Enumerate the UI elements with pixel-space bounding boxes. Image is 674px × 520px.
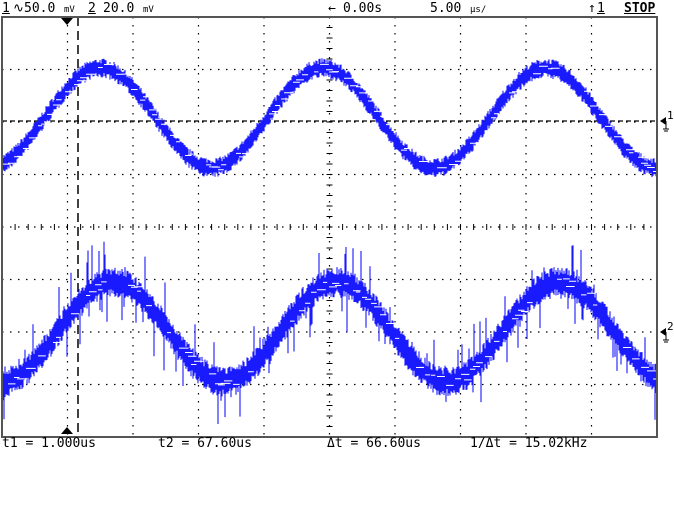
trigger-edge-icon: ↑ (588, 1, 596, 16)
ch1-ground-marker-icon (660, 117, 669, 132)
oscilloscope-screen: 1 2 (1, 16, 674, 438)
status-bar-top: 1 ∿ 50.0 mV 2 20.0 mV ← 0.00s 5.00 µs/ ↑… (0, 0, 674, 17)
ch2-label[interactable]: 2 (88, 1, 96, 16)
t1-cursor-top-marker[interactable] (61, 18, 73, 25)
ch1-ref-label: 1 (667, 109, 674, 122)
time-offset-arrow-icon: ← (328, 1, 336, 16)
ch2-ground-marker-icon (660, 328, 669, 343)
time-scale-unit: µs/ (470, 5, 487, 15)
t1-readout: t1 = 1.000us (2, 436, 96, 451)
ch1-scale[interactable]: 50.0 (24, 1, 56, 16)
time-scale[interactable]: 5.00 (430, 1, 462, 16)
delta-t-readout: Δt = 66.60us (327, 436, 421, 451)
ch1-coupling-icon: ∿ (13, 1, 24, 16)
cursor-readout-bar: t1 = 1.000us t2 = 67.60us Δt = 66.60us 1… (0, 435, 674, 452)
t1-cursor-bottom-marker[interactable] (61, 427, 73, 434)
trace-ch1 (1, 58, 658, 178)
graticule-border (1, 16, 658, 438)
ch2-scale[interactable]: 20.0 (103, 1, 135, 16)
time-offset[interactable]: 0.00s (343, 1, 383, 16)
waveform-traces (1, 58, 665, 424)
graticule (1, 16, 657, 437)
inverse-delta-t-readout: 1/Δt = 15.02kHz (470, 436, 588, 451)
run-state[interactable]: STOP (624, 1, 656, 16)
ch2-unit: mV (143, 5, 154, 15)
ch1-label[interactable]: 1 (2, 1, 10, 16)
ch2-ref-label: 2 (667, 320, 674, 333)
trigger-source[interactable]: 1 (597, 1, 605, 16)
ch1-unit: mV (64, 5, 75, 15)
t2-readout: t2 = 67.60us (158, 436, 252, 451)
